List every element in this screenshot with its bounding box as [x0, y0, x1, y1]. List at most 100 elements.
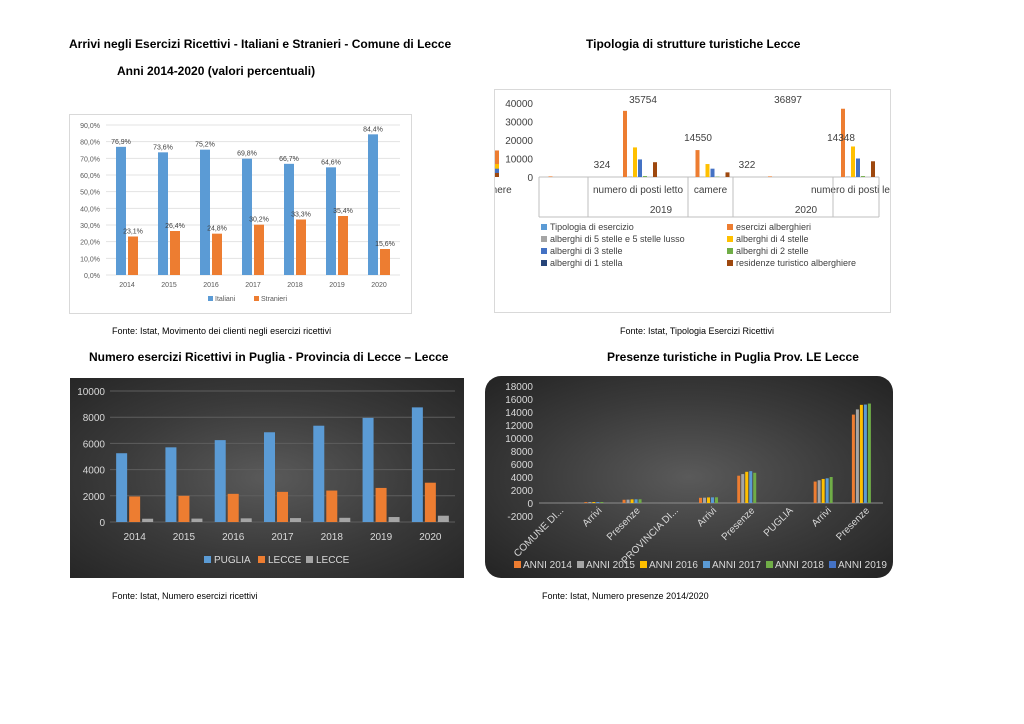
bar-italiani-2015	[158, 152, 168, 275]
legend-swatch	[766, 561, 773, 568]
legend-swatch	[829, 561, 836, 568]
legend-label: esercizi alberghieri	[736, 222, 811, 232]
legend-swatch	[541, 248, 547, 254]
chart-tipologia-svg: 0 10000 20000 30000 40000 numero di posti let…	[495, 95, 890, 268]
bar-stranieri-2018	[296, 219, 306, 275]
y-tick-label: 20000	[505, 136, 533, 147]
bar-italiani-2014	[116, 146, 126, 275]
bar-italiani-2019	[326, 167, 336, 275]
x-tick-label: 2018	[287, 282, 303, 289]
data-label: 64,6%	[321, 159, 341, 166]
y-tick-label: 30000	[505, 118, 533, 129]
bar-lecce-1-2019	[375, 487, 387, 522]
legend-swatch	[208, 296, 213, 301]
bar-lecce-2-2016	[240, 518, 252, 522]
bar-2-1	[592, 502, 596, 503]
bar-2020-4	[495, 168, 499, 177]
data-label: 84,4%	[363, 126, 383, 133]
legend-label: ANNI 2017	[712, 560, 761, 571]
legend-swatch	[703, 561, 710, 568]
chart2-title: Tipologia di strutture turistiche Lecce	[586, 37, 801, 51]
bar-2020-1	[841, 108, 845, 177]
source-chart2: Fonte: Istat, Tipologia Esercizi Ricetti…	[620, 326, 775, 336]
bar-0-1	[584, 502, 588, 503]
y-tick-label: 6000	[511, 460, 534, 471]
legend-swatch	[727, 224, 733, 230]
bar-lecce-2-2018	[339, 517, 351, 522]
bar-4-8	[867, 403, 871, 503]
bar-lecce-1-2017	[277, 491, 288, 522]
y-tick-label: 90,0%	[80, 123, 100, 130]
x-tick-label: Arrivi	[810, 505, 834, 529]
legend-label: ANNI 2018	[775, 560, 824, 571]
x-tick-label: 2017	[271, 532, 294, 543]
bar-puglia-0-2018	[313, 425, 325, 522]
x-tick-label: Arrivi	[695, 505, 719, 529]
legend-swatch	[541, 260, 547, 266]
bar-1-2	[626, 499, 630, 503]
data-label: 14550	[684, 133, 712, 144]
y-tick-label: 12000	[505, 421, 533, 432]
x-subcategory-label: numero di posti letto	[811, 185, 890, 196]
bar-1-4	[703, 497, 706, 503]
legend-swatch	[727, 260, 733, 266]
legend-swatch	[306, 556, 313, 563]
data-label: 69,8%	[237, 151, 257, 158]
y-tick-label: -2000	[507, 512, 533, 523]
y-tick-label: 0,0%	[84, 273, 100, 280]
y-tick-label: 6000	[83, 439, 106, 450]
legend-label: LECCE	[268, 555, 302, 566]
bar-2020-1	[495, 150, 499, 177]
bar-1-1	[588, 502, 592, 503]
data-label: 14348	[827, 133, 855, 144]
bar-2019-7	[653, 162, 657, 177]
chart-esercizi: 0 2000 4000 6000 8000 10000 2014 2015 2016 2017 20…	[70, 378, 464, 578]
bar-2020-2	[846, 176, 850, 177]
bar-2019-2	[628, 176, 632, 177]
x-tick-label: 2014	[119, 282, 135, 289]
data-label: 75,2%	[195, 142, 215, 149]
x-tick-label: 2020	[371, 282, 387, 289]
bar-4-1	[600, 501, 604, 503]
data-label: 33,3%	[291, 212, 311, 219]
x-tick-label: 2017	[245, 282, 261, 289]
bar-0-7	[813, 481, 817, 503]
bar-stranieri-2015	[170, 231, 180, 275]
bar-stranieri-2019	[338, 216, 348, 275]
bar-2019-3	[633, 147, 637, 177]
y-tick-label: 0	[527, 499, 533, 510]
bar-puglia-0-2019	[362, 417, 374, 522]
bar-puglia-0-2015	[165, 447, 177, 522]
legend-label: ANNI 2019	[838, 560, 887, 571]
bar-lecce-2-2014	[142, 518, 154, 522]
bar-4-4	[715, 497, 718, 503]
source-chart1: Fonte: Istat, Movimento dei clienti negl…	[112, 326, 332, 336]
x-tick-label: Arrivi	[581, 505, 605, 529]
y-tick-label: 4000	[83, 466, 106, 477]
y-tick-label: 14000	[505, 408, 533, 419]
bar-stranieri-2017	[254, 224, 264, 275]
bar-2019-7	[725, 172, 730, 177]
bar-2019-1	[695, 150, 700, 177]
x-tick-label: 2018	[321, 532, 344, 543]
legend-swatch	[541, 224, 547, 230]
legend-label: alberghi di 5 stelle e 5 stelle lusso	[550, 234, 685, 244]
x-tick-label: 2020	[419, 532, 442, 543]
x-year-label: 2020	[795, 205, 818, 216]
data-label: 30,2%	[249, 217, 269, 224]
bar-2020-7	[495, 172, 499, 177]
legend-label: Italiani	[215, 296, 236, 303]
chart4-title: Presenze turistiche in Puglia Prov. LE L…	[607, 350, 859, 364]
chart3-title: Numero esercizi Ricettivi in Puglia - Pr…	[89, 350, 449, 364]
y-tick-label: 40000	[505, 99, 533, 110]
bar-0-8	[851, 414, 855, 503]
bar-2020-1	[768, 176, 772, 177]
y-tick-label: 8000	[83, 413, 106, 424]
legend-swatch	[640, 561, 647, 568]
y-tick-label: 10000	[77, 387, 105, 398]
data-label: 35,4%	[333, 208, 353, 215]
data-label: 36897	[774, 95, 802, 106]
y-tick-label: 2000	[511, 486, 534, 497]
bar-2-7	[821, 478, 825, 503]
y-tick-label: 80,0%	[80, 140, 100, 147]
